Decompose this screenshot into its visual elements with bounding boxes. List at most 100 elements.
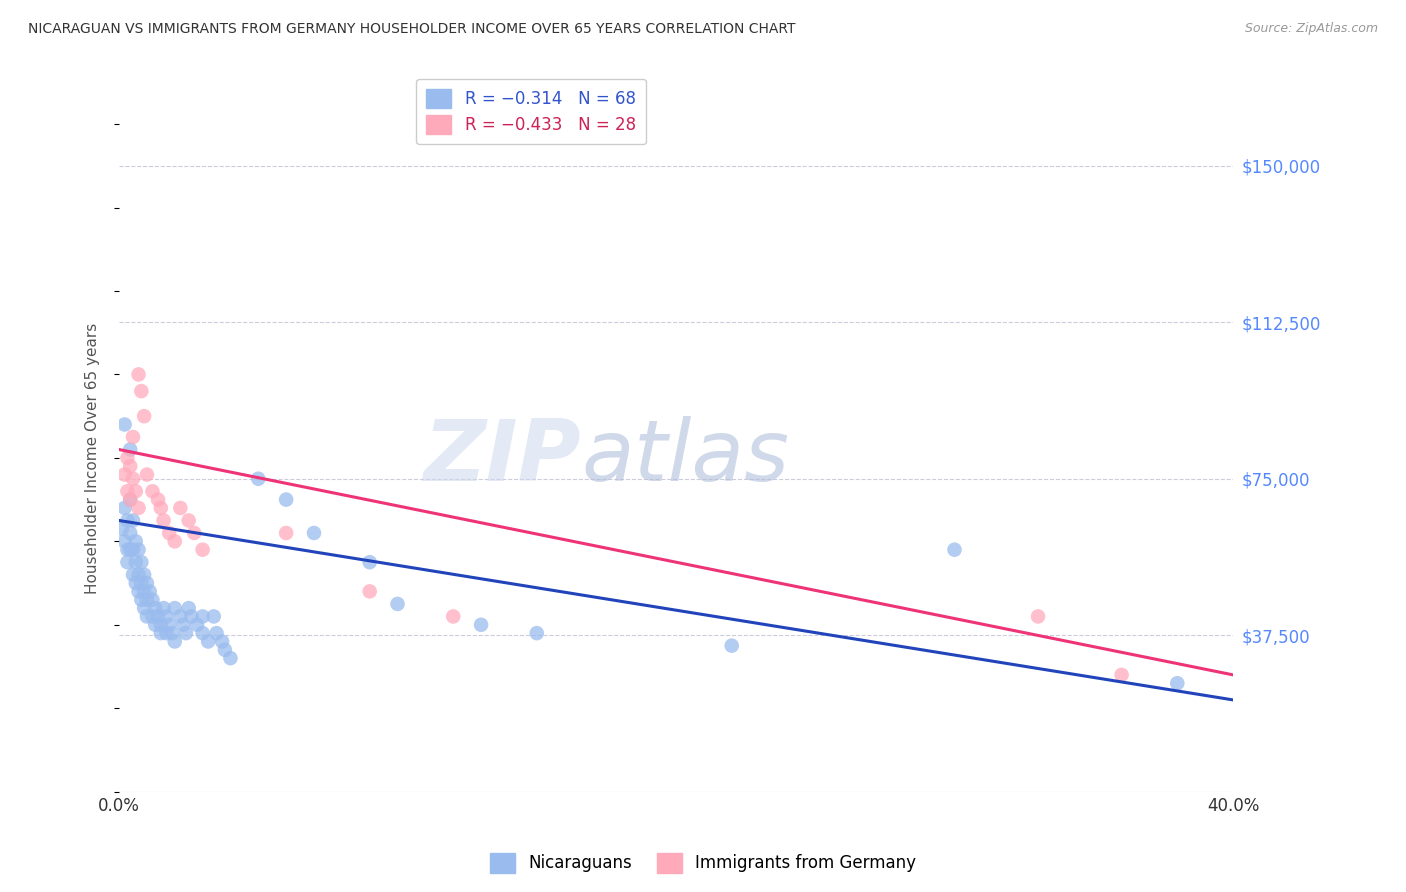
Point [155, 609, 177, 624]
Point [152, 513, 174, 527]
Point [160, 626, 183, 640]
Point [276, 526, 298, 541]
Point [247, 472, 270, 486]
Text: NICARAGUAN VS IMMIGRANTS FROM GERMANY HOUSEHOLDER INCOME OVER 65 YEARS CORRELATI: NICARAGUAN VS IMMIGRANTS FROM GERMANY HO… [28, 22, 796, 37]
Point [132, 584, 155, 599]
Point [1026, 609, 1049, 624]
Point [138, 584, 160, 599]
Point [122, 567, 145, 582]
Point [157, 526, 180, 541]
Point [125, 576, 148, 591]
Point [135, 467, 157, 482]
Point [1166, 676, 1188, 690]
Point [128, 500, 150, 515]
Point [146, 492, 169, 507]
Point [135, 592, 157, 607]
Point [149, 500, 172, 515]
Point [114, 417, 136, 432]
Point [163, 601, 186, 615]
Point [177, 513, 200, 527]
Point [943, 542, 966, 557]
Point [276, 492, 298, 507]
Point [128, 567, 150, 582]
Point [172, 617, 194, 632]
Point [117, 450, 139, 465]
Point [128, 368, 150, 382]
Point [117, 555, 139, 569]
Point [387, 597, 409, 611]
Point [117, 484, 139, 499]
Point [120, 492, 142, 507]
Point [114, 500, 136, 515]
Point [117, 542, 139, 557]
Point [202, 609, 225, 624]
Point [152, 601, 174, 615]
Point [169, 609, 191, 624]
Point [191, 609, 214, 624]
Point [470, 617, 492, 632]
Point [149, 617, 172, 632]
Text: atlas: atlas [581, 417, 789, 500]
Point [128, 542, 150, 557]
Point [132, 567, 155, 582]
Point [180, 609, 202, 624]
Point [141, 484, 163, 499]
Point [114, 534, 136, 549]
Point [131, 576, 153, 591]
Point [117, 513, 139, 527]
Point [174, 626, 197, 640]
Point [186, 617, 208, 632]
Point [128, 584, 150, 599]
Point [211, 634, 233, 648]
Point [177, 601, 200, 615]
Point [146, 609, 169, 624]
Point [135, 576, 157, 591]
Point [131, 555, 153, 569]
Point [141, 609, 163, 624]
Text: Source: ZipAtlas.com: Source: ZipAtlas.com [1244, 22, 1378, 36]
Point [135, 609, 157, 624]
Point [157, 617, 180, 632]
Point [191, 542, 214, 557]
Point [169, 500, 191, 515]
Point [125, 555, 148, 569]
Point [214, 643, 236, 657]
Point [143, 617, 166, 632]
Point [197, 634, 219, 648]
Point [441, 609, 464, 624]
Point [111, 522, 134, 536]
Point [120, 442, 142, 457]
Point [155, 626, 177, 640]
Point [191, 626, 214, 640]
Point [131, 592, 153, 607]
Point [526, 626, 548, 640]
Point [122, 472, 145, 486]
Point [132, 601, 155, 615]
Point [120, 526, 142, 541]
Point [122, 430, 145, 444]
Point [125, 534, 148, 549]
Point [359, 555, 381, 569]
Point [302, 526, 325, 541]
Point [1111, 668, 1133, 682]
Point [143, 601, 166, 615]
Point [149, 626, 172, 640]
Text: ZIP: ZIP [423, 417, 581, 500]
Legend: R = −0.314   N = 68, R = −0.433   N = 28: R = −0.314 N = 68, R = −0.433 N = 28 [416, 79, 645, 145]
Point [163, 534, 186, 549]
Point [141, 592, 163, 607]
Y-axis label: Householder Income Over 65 years: Householder Income Over 65 years [86, 322, 100, 593]
Point [205, 626, 228, 640]
Point [131, 384, 153, 398]
Point [183, 526, 205, 541]
Point [219, 651, 242, 665]
Point [132, 409, 155, 424]
Point [720, 639, 742, 653]
Point [122, 513, 145, 527]
Point [114, 467, 136, 482]
Legend: Nicaraguans, Immigrants from Germany: Nicaraguans, Immigrants from Germany [484, 847, 922, 880]
Point [359, 584, 381, 599]
Point [163, 634, 186, 648]
Point [120, 542, 142, 557]
Point [120, 492, 142, 507]
